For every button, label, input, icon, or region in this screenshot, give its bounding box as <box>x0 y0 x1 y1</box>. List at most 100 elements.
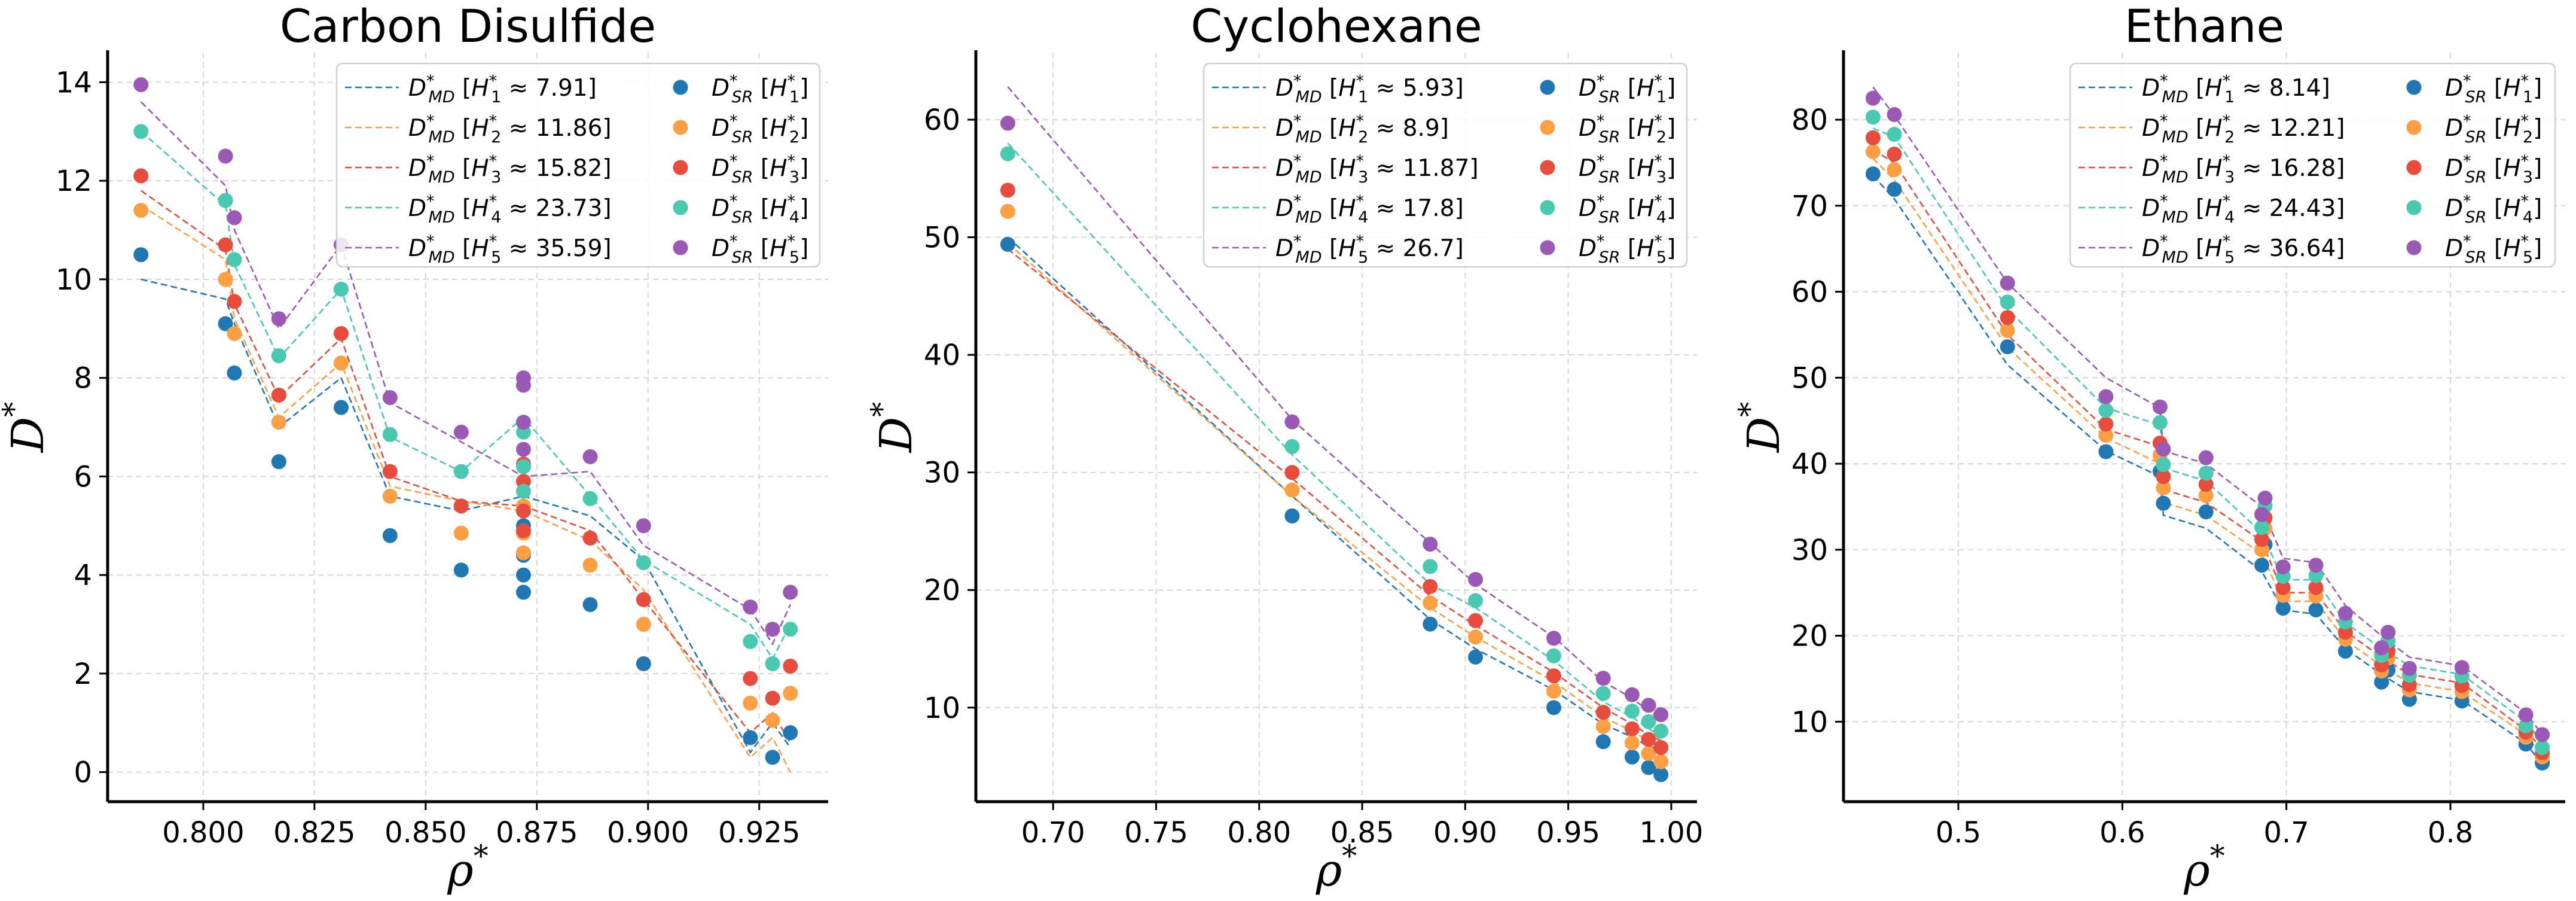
data-point <box>1423 537 1438 552</box>
x-tick-label: 0.7 <box>2263 816 2309 850</box>
sr-series-2 <box>1000 203 1669 769</box>
data-point <box>1423 579 1438 594</box>
data-point <box>1865 130 1881 145</box>
data-point <box>2374 674 2389 690</box>
data-point <box>2535 727 2550 742</box>
y-tick-label: 2 <box>74 658 92 691</box>
panel-ethane: 0.5 0.6 0.7 0.8 10 20 30 40 50 60 70 80 Ethane ρ* D* D*… <box>1732 0 2565 896</box>
data-point <box>2518 707 2534 723</box>
chart-title: Ethane <box>2125 0 2284 53</box>
data-point <box>636 518 651 534</box>
data-point <box>1624 735 1640 751</box>
data-point <box>515 442 531 457</box>
data-point <box>382 390 398 406</box>
data-point <box>382 427 398 442</box>
data-point <box>582 597 598 613</box>
data-point <box>2000 322 2015 338</box>
data-point <box>1000 146 1015 162</box>
data-point <box>2308 568 2324 583</box>
legend-sr-marker <box>673 80 688 95</box>
chart-title: Cyclohexane <box>1191 0 1482 53</box>
legend-sr-label: D* SR [H* 1] <box>2445 72 2542 106</box>
data-point <box>1653 754 1669 769</box>
data-point <box>133 247 149 263</box>
data-point <box>582 449 598 464</box>
data-point <box>271 387 286 403</box>
data-point <box>1887 106 1902 122</box>
legend-sr-label: D* SR [H* 5] <box>2445 232 2542 267</box>
x-axis-label: ρ* <box>2183 839 2225 896</box>
sr-series-5 <box>1865 90 2550 742</box>
data-point <box>1468 572 1484 588</box>
data-point <box>1595 705 1611 720</box>
data-point <box>133 77 149 93</box>
legend: D* MD [H* 1 ≈ 7.91] D* SR [H* 1] D* MD [H* 2 ≈ 1… <box>335 62 821 268</box>
data-point <box>582 558 598 573</box>
data-point <box>1423 559 1438 574</box>
data-point <box>334 355 349 371</box>
md-series-line-1 <box>1872 175 2543 765</box>
legend-sr-label: D* SR [H* 3] <box>2445 152 2542 187</box>
y-tick-label: 40 <box>924 339 960 372</box>
x-tick-label: 0.95 <box>1536 816 1600 850</box>
data-point <box>743 599 758 615</box>
y-tick-label: 30 <box>1791 534 1828 567</box>
data-point <box>2098 428 2114 443</box>
md-series-line-5 <box>1872 86 2543 735</box>
data-point <box>2401 660 2417 676</box>
data-point <box>765 750 780 765</box>
data-point <box>765 656 780 671</box>
data-point <box>743 695 758 711</box>
legend-md-label: D* MD [H* 5 ≈ 35.59] <box>408 232 612 267</box>
legend-md-label: D* MD [H* 5 ≈ 26.7] <box>1275 232 1464 267</box>
legend-sr-marker <box>1540 240 1555 255</box>
legend: D* MD [H* 1 ≈ 8.14] D* SR [H* 1] D* MD [H* 2 ≈ 1… <box>2069 62 2556 268</box>
data-point <box>1595 671 1611 686</box>
data-point <box>227 294 242 309</box>
y-tick-label: 8 <box>74 362 92 395</box>
data-point <box>515 523 531 538</box>
data-point <box>1653 740 1669 756</box>
md-series-line-1 <box>141 278 791 754</box>
panel-cyclohexane: 0.70 0.75 0.80 0.85 0.90 0.95 1.00 10 20 30 40 50 60… <box>865 0 1703 896</box>
legend-sr-label: D* SR [H* 4] <box>712 192 808 227</box>
data-point <box>2000 294 2015 310</box>
y-tick-label: 4 <box>74 559 92 592</box>
legend-sr-label: D* SR [H* 1] <box>712 72 808 106</box>
y-tick-label: 50 <box>1791 361 1828 395</box>
x-tick-label: 0.5 <box>1936 816 1981 850</box>
data-point <box>1546 700 1562 716</box>
data-point <box>2308 580 2324 595</box>
data-point <box>2275 559 2291 575</box>
data-point <box>218 193 233 208</box>
data-point <box>1865 144 1881 159</box>
legend-sr-marker <box>673 120 688 135</box>
y-tick-label: 40 <box>1791 448 1828 481</box>
data-point <box>2454 660 2470 675</box>
y-tick-label: 30 <box>924 456 960 490</box>
data-point <box>1595 686 1611 701</box>
data-point <box>2308 602 2324 617</box>
data-point <box>783 658 798 674</box>
x-tick-label: 0.85 <box>1330 816 1394 850</box>
y-tick-label: 20 <box>1791 620 1828 653</box>
legend-md-label: D* MD [H* 3 ≈ 16.28] <box>2142 152 2345 187</box>
data-point <box>1641 714 1656 729</box>
legend-md-label: D* MD [H* 1 ≈ 8.14] <box>2142 72 2330 106</box>
x-tick-label: 1.00 <box>1639 816 1703 850</box>
data-point <box>783 585 798 600</box>
data-point <box>2156 442 2171 457</box>
x-tick-label: 0.800 <box>162 816 244 850</box>
data-point <box>636 592 651 607</box>
legend: D* MD [H* 1 ≈ 5.93] D* SR [H* 1] D* MD [H* 2 ≈ 8… <box>1202 62 1688 268</box>
legend-sr-marker <box>1540 200 1555 215</box>
data-point <box>2308 558 2324 573</box>
legend-md-label: D* MD [H* 4 ≈ 17.8] <box>1275 192 1464 227</box>
legend-md-label: D* MD [H* 4 ≈ 23.73] <box>408 192 612 227</box>
data-point <box>1595 734 1611 750</box>
data-point <box>1423 616 1438 632</box>
data-point <box>1000 236 1015 252</box>
data-point <box>453 525 469 541</box>
legend-md-label: D* MD [H* 3 ≈ 11.87] <box>1275 152 1479 187</box>
